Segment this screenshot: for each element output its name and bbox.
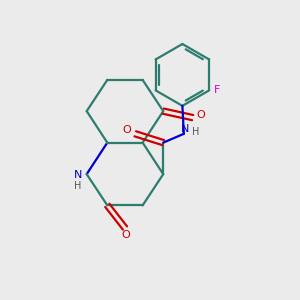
Text: N: N — [74, 170, 82, 180]
Text: O: O — [123, 125, 131, 135]
Text: O: O — [196, 110, 205, 120]
Text: F: F — [214, 85, 220, 95]
Text: H: H — [74, 181, 82, 191]
Text: H: H — [192, 127, 199, 137]
Text: N: N — [181, 124, 189, 134]
Text: O: O — [122, 230, 130, 240]
